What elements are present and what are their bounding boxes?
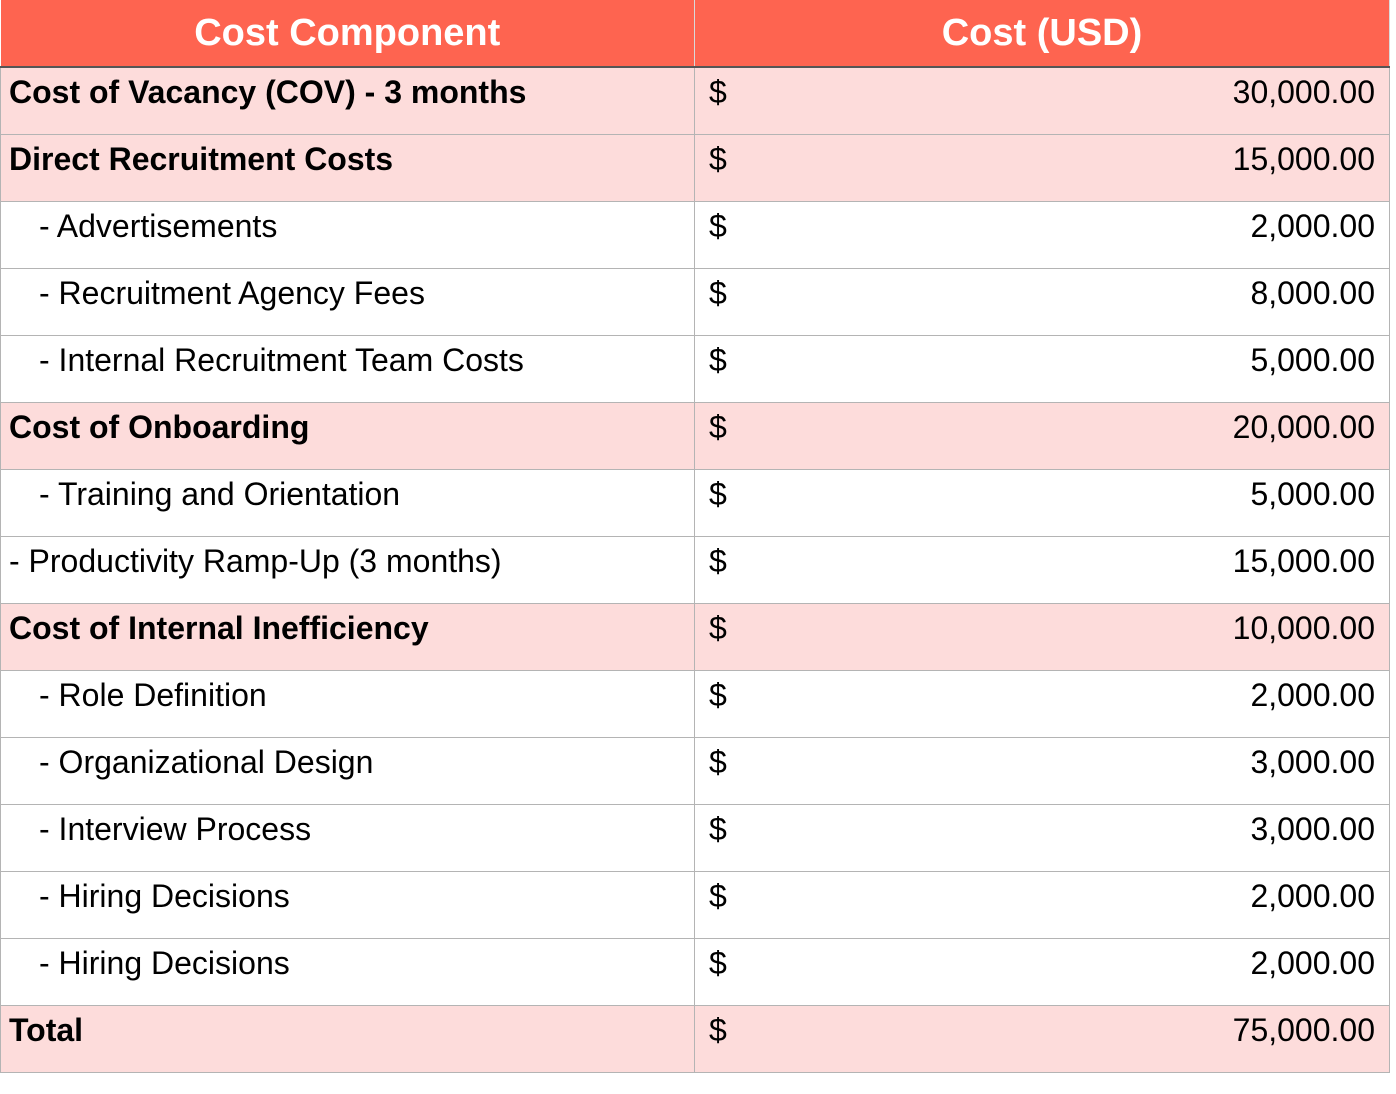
- cost-amount: 2,000.00: [1250, 207, 1375, 244]
- currency-symbol: $: [709, 74, 727, 110]
- cost-cell: $2,000.00: [694, 669, 1390, 738]
- cost-cell: $10,000.00: [694, 602, 1390, 671]
- table-row: - Internal Recruitment Team Costs $5,000.…: [0, 334, 1390, 403]
- cost-amount: 5,000.00: [1250, 341, 1375, 378]
- currency-symbol: $: [709, 676, 727, 713]
- component-cell: - Training and Orientation: [0, 468, 695, 537]
- currency-symbol: $: [709, 810, 727, 847]
- cost-amount: 30,000.00: [1232, 74, 1375, 110]
- header-cell: Cost (USD): [694, 0, 1390, 68]
- table-row: Direct Recruitment Costs $15,000.00: [0, 133, 1390, 202]
- cost-table: Cost Component Cost (USD) Cost of Vacanc…: [0, 0, 1390, 1073]
- cost-cell: $8,000.00: [694, 267, 1390, 336]
- table-row: - Organizational Design $3,000.00: [0, 736, 1390, 805]
- table-row: - Advertisements $2,000.00: [0, 200, 1390, 269]
- cost-amount: 2,000.00: [1250, 676, 1375, 713]
- cost-cell: $5,000.00: [694, 334, 1390, 403]
- currency-symbol: $: [709, 609, 727, 646]
- currency-symbol: $: [709, 743, 727, 780]
- currency-symbol: $: [709, 475, 727, 512]
- cost-amount: 2,000.00: [1250, 877, 1375, 914]
- table-row: - Recruitment Agency Fees $8,000.00: [0, 267, 1390, 336]
- cost-amount: 5,000.00: [1250, 475, 1375, 512]
- component-cell: Cost of Vacancy (COV) - 3 months: [0, 66, 695, 135]
- currency-symbol: $: [709, 207, 727, 244]
- cost-cell: $20,000.00: [694, 401, 1390, 470]
- table-row: Cost of Internal Inefficiency $10,000.00: [0, 602, 1390, 671]
- currency-symbol: $: [709, 341, 727, 378]
- cost-amount: 3,000.00: [1250, 810, 1375, 847]
- cost-cell: $2,000.00: [694, 200, 1390, 269]
- table-row: - Interview Process $3,000.00: [0, 803, 1390, 872]
- currency-symbol: $: [709, 542, 727, 579]
- header-cell: Cost Component: [0, 0, 695, 68]
- cost-amount: 15,000.00: [1232, 542, 1375, 579]
- table-row: Total $75,000.00: [0, 1004, 1390, 1073]
- header-row: Cost Component Cost (USD): [0, 0, 1390, 68]
- component-cell: Cost of Internal Inefficiency: [0, 602, 695, 671]
- cost-cell: $5,000.00: [694, 468, 1390, 537]
- table-row: - Productivity Ramp-Up (3 months) $15,000…: [0, 535, 1390, 604]
- table-body: Cost of Vacancy (COV) - 3 months $30,000.…: [0, 66, 1390, 1073]
- currency-symbol: $: [709, 877, 727, 914]
- table-row: - Hiring Decisions $2,000.00: [0, 937, 1390, 1006]
- component-cell: - Productivity Ramp-Up (3 months): [0, 535, 695, 604]
- currency-symbol: $: [709, 944, 727, 981]
- component-cell: Total: [0, 1004, 695, 1073]
- component-cell: - Advertisements: [0, 200, 695, 269]
- table-row: Cost of Onboarding $20,000.00: [0, 401, 1390, 470]
- currency-symbol: $: [709, 408, 727, 445]
- component-cell: - Hiring Decisions: [0, 937, 695, 1006]
- cost-cell: $2,000.00: [694, 870, 1390, 939]
- table-row: - Hiring Decisions $2,000.00: [0, 870, 1390, 939]
- currency-symbol: $: [709, 274, 727, 311]
- cost-amount: 75,000.00: [1232, 1011, 1375, 1048]
- table-row: - Role Definition $2,000.00: [0, 669, 1390, 738]
- component-cell: - Recruitment Agency Fees: [0, 267, 695, 336]
- component-cell: - Interview Process: [0, 803, 695, 872]
- table-row: Cost of Vacancy (COV) - 3 months $30,000.…: [0, 66, 1390, 135]
- component-cell: Cost of Onboarding: [0, 401, 695, 470]
- component-cell: - Internal Recruitment Team Costs: [0, 334, 695, 403]
- table-row: - Training and Orientation $5,000.00: [0, 468, 1390, 537]
- cost-amount: 20,000.00: [1232, 408, 1375, 445]
- component-cell: - Organizational Design: [0, 736, 695, 805]
- cost-amount: 2,000.00: [1250, 944, 1375, 981]
- cost-cell: $15,000.00: [694, 133, 1390, 202]
- cost-amount: 8,000.00: [1250, 274, 1375, 311]
- currency-symbol: $: [709, 1011, 727, 1048]
- cost-cell: $15,000.00: [694, 535, 1390, 604]
- cost-cell: $3,000.00: [694, 803, 1390, 872]
- cost-cell: $30,000.00: [694, 66, 1390, 135]
- component-cell: - Role Definition: [0, 669, 695, 738]
- cost-amount: 3,000.00: [1250, 743, 1375, 780]
- component-cell: - Hiring Decisions: [0, 870, 695, 939]
- component-cell: Direct Recruitment Costs: [0, 133, 695, 202]
- currency-symbol: $: [709, 140, 727, 177]
- cost-cell: $2,000.00: [694, 937, 1390, 1006]
- cost-cell: $75,000.00: [694, 1004, 1390, 1073]
- cost-amount: 15,000.00: [1232, 140, 1375, 177]
- cost-amount: 10,000.00: [1232, 609, 1375, 646]
- cost-cell: $3,000.00: [694, 736, 1390, 805]
